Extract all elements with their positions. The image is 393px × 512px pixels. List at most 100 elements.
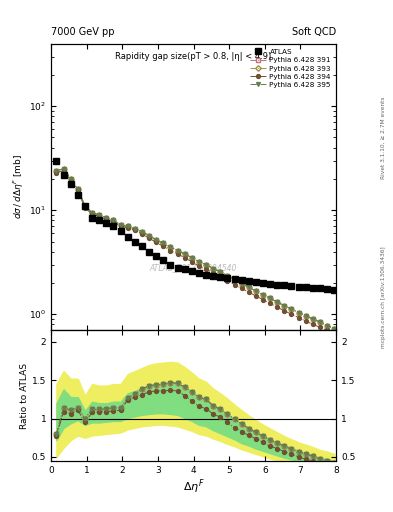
ATLAS [218, 274, 222, 280]
Pythia 6.428 395 [189, 254, 194, 261]
ATLAS [147, 248, 151, 254]
ATLAS [310, 285, 315, 291]
Pythia 6.428 393 [161, 240, 165, 246]
ATLAS [154, 253, 158, 260]
ATLAS [189, 268, 194, 274]
Pythia 6.428 391 [104, 215, 108, 221]
Pythia 6.428 393 [104, 215, 108, 221]
Pythia 6.428 394 [282, 308, 287, 314]
Pythia 6.428 393 [54, 167, 59, 174]
Pythia 6.428 393 [168, 244, 173, 250]
Pythia 6.428 394 [125, 225, 130, 231]
ATLAS [83, 203, 87, 209]
Pythia 6.428 394 [303, 318, 308, 324]
Pythia 6.428 391 [140, 229, 144, 235]
Line: ATLAS: ATLAS [54, 158, 337, 292]
Pythia 6.428 395 [225, 272, 230, 279]
Pythia 6.428 395 [140, 229, 144, 235]
Pythia 6.428 394 [90, 211, 94, 217]
Pythia 6.428 391 [332, 326, 336, 332]
Y-axis label: $d\sigma\,/\,d\Delta\eta^F$ [mb]: $d\sigma\,/\,d\Delta\eta^F$ [mb] [12, 155, 26, 219]
Pythia 6.428 393 [75, 186, 80, 192]
Pythia 6.428 393 [147, 232, 151, 239]
Pythia 6.428 395 [232, 276, 237, 283]
Pythia 6.428 391 [268, 295, 272, 302]
Pythia 6.428 393 [140, 229, 144, 235]
Pythia 6.428 395 [182, 251, 187, 257]
Pythia 6.428 395 [282, 303, 287, 309]
Pythia 6.428 391 [147, 232, 151, 239]
Pythia 6.428 395 [90, 209, 94, 216]
Text: 7000 GeV pp: 7000 GeV pp [51, 27, 115, 37]
ATLAS [90, 215, 94, 221]
Pythia 6.428 394 [289, 311, 294, 317]
Pythia 6.428 395 [111, 217, 116, 223]
ATLAS [282, 282, 287, 288]
Pythia 6.428 394 [296, 314, 301, 321]
ATLAS [111, 223, 116, 229]
ATLAS [303, 284, 308, 290]
Pythia 6.428 393 [282, 303, 287, 309]
Pythia 6.428 393 [318, 319, 322, 325]
Pythia 6.428 395 [268, 295, 272, 302]
ATLAS [232, 276, 237, 282]
ATLAS [161, 257, 165, 263]
Pythia 6.428 395 [97, 212, 101, 218]
Pythia 6.428 394 [75, 187, 80, 194]
Pythia 6.428 393 [204, 262, 208, 268]
Pythia 6.428 391 [239, 281, 244, 287]
Pythia 6.428 395 [303, 313, 308, 319]
Pythia 6.428 394 [246, 289, 251, 295]
ATLAS [296, 284, 301, 290]
Pythia 6.428 391 [182, 251, 187, 257]
Text: Soft QCD: Soft QCD [292, 27, 336, 37]
Pythia 6.428 395 [68, 176, 73, 182]
Pythia 6.428 391 [189, 254, 194, 261]
Pythia 6.428 395 [196, 259, 201, 265]
Text: ATLAS_2012_I1094540: ATLAS_2012_I1094540 [150, 263, 237, 272]
Pythia 6.428 391 [125, 223, 130, 229]
Pythia 6.428 393 [118, 222, 123, 228]
Pythia 6.428 391 [111, 217, 116, 223]
Pythia 6.428 394 [204, 266, 208, 272]
Pythia 6.428 394 [239, 285, 244, 291]
Pythia 6.428 394 [175, 251, 180, 257]
Pythia 6.428 394 [104, 216, 108, 222]
Line: Pythia 6.428 391: Pythia 6.428 391 [55, 167, 336, 330]
ATLAS [97, 217, 101, 223]
Pythia 6.428 394 [111, 219, 116, 225]
ATLAS [75, 192, 80, 198]
ATLAS [275, 282, 279, 288]
Line: Pythia 6.428 394: Pythia 6.428 394 [55, 169, 336, 336]
ATLAS [175, 265, 180, 271]
Pythia 6.428 395 [54, 167, 59, 174]
ATLAS [132, 239, 137, 245]
Pythia 6.428 395 [147, 232, 151, 239]
ATLAS [204, 272, 208, 278]
Pythia 6.428 395 [325, 323, 329, 329]
Line: Pythia 6.428 393: Pythia 6.428 393 [55, 167, 336, 330]
Pythia 6.428 393 [175, 247, 180, 253]
Pythia 6.428 394 [189, 259, 194, 265]
Pythia 6.428 393 [196, 259, 201, 265]
Pythia 6.428 393 [310, 316, 315, 322]
Pythia 6.428 393 [61, 166, 66, 172]
Pythia 6.428 391 [168, 244, 173, 250]
ATLAS [182, 266, 187, 272]
Pythia 6.428 391 [325, 323, 329, 329]
ATLAS [61, 172, 66, 178]
Pythia 6.428 394 [147, 235, 151, 241]
ATLAS [118, 228, 123, 234]
Text: Rapidity gap size(pT > 0.8, |η| < 4.9): Rapidity gap size(pT > 0.8, |η| < 4.9) [116, 52, 272, 61]
ATLAS [332, 286, 336, 292]
ATLAS [196, 270, 201, 276]
Y-axis label: Ratio to ATLAS: Ratio to ATLAS [20, 362, 29, 429]
Pythia 6.428 391 [118, 222, 123, 228]
ATLAS [54, 158, 59, 164]
Pythia 6.428 395 [211, 266, 215, 272]
ATLAS [225, 275, 230, 281]
Pythia 6.428 394 [218, 273, 222, 280]
Legend: ATLAS, Pythia 6.428 391, Pythia 6.428 393, Pythia 6.428 394, Pythia 6.428 395: ATLAS, Pythia 6.428 391, Pythia 6.428 39… [248, 47, 332, 90]
Pythia 6.428 393 [211, 266, 215, 272]
Pythia 6.428 391 [175, 247, 180, 253]
